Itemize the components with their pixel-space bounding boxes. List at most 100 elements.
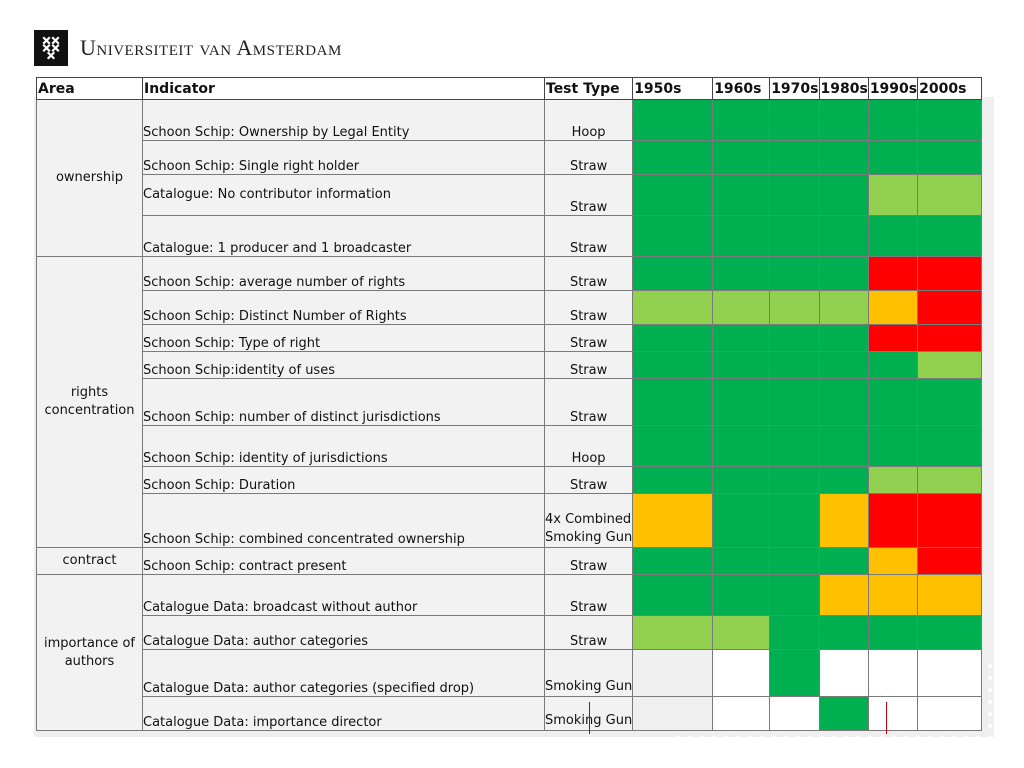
status-cell (818, 140, 869, 175)
status-cell (867, 547, 919, 575)
status-cell (867, 615, 919, 650)
table-row: Catalogue Data: author categories (speci… (37, 649, 983, 697)
status-cell (917, 649, 983, 697)
status-cell (632, 99, 714, 141)
status-cell (632, 493, 714, 548)
status-cell (769, 351, 820, 379)
test-type-cell: Straw (543, 466, 634, 494)
status-cell (769, 324, 820, 352)
status-cell (712, 615, 771, 650)
status-cell (818, 378, 869, 426)
red-marker-line (886, 702, 887, 734)
status-cell (632, 466, 714, 494)
university-name: Universiteit van Amsterdam (80, 35, 342, 60)
indicator-cell: Schoon Schip: contract present (142, 547, 545, 575)
status-cell (769, 99, 820, 141)
indicator-cell: Schoon Schip: identity of jurisdictions (142, 425, 545, 467)
status-cell (867, 425, 919, 467)
status-cell (818, 290, 869, 325)
status-cell (917, 290, 983, 325)
status-cell (769, 425, 820, 467)
status-cell (632, 215, 714, 257)
status-cell (867, 256, 919, 291)
status-cell (818, 256, 869, 291)
test-type-cell: Straw (543, 378, 634, 426)
area-cell: ownership (36, 99, 143, 257)
status-cell (769, 215, 820, 257)
test-type-cell: Smoking Gun (543, 649, 634, 697)
table-row: Schoon Schip:identity of uses Straw (37, 351, 983, 379)
status-cell (632, 696, 714, 731)
test-type-cell: Hoop (543, 425, 634, 467)
indicator-cell: Catalogue Data: author categories (speci… (142, 649, 545, 697)
status-cell (818, 99, 869, 141)
status-cell (769, 696, 820, 731)
status-cell (818, 425, 869, 467)
indicator-cell: Schoon Schip: Ownership by Legal Entity (142, 99, 545, 141)
indicator-cell: Catalogue Data: broadcast without author (142, 574, 545, 616)
test-type-cell: Straw (543, 140, 634, 175)
test-type-cell: Straw (543, 351, 634, 379)
indicator-cell: Catalogue: No contributor information (142, 174, 545, 216)
table-row: Schoon Schip: Single right holder Straw (37, 140, 983, 175)
status-cell (712, 696, 771, 731)
test-type-line: Smoking Gun (545, 530, 633, 545)
status-cell (917, 215, 983, 257)
status-cell (712, 493, 771, 548)
status-cell (818, 324, 869, 352)
status-cell (712, 574, 771, 616)
table-row: contract Schoon Schip: contract present … (36, 547, 983, 575)
status-cell (712, 256, 771, 291)
status-cell (712, 324, 771, 352)
status-cell (769, 174, 820, 216)
status-cell (769, 140, 820, 175)
status-cell (917, 378, 983, 426)
header-decade: 1980s (818, 77, 869, 100)
status-cell (867, 466, 919, 494)
area-cell: contract (36, 547, 143, 575)
status-cell (867, 140, 919, 175)
test-type-cell: Straw (543, 256, 634, 291)
status-cell (867, 351, 919, 379)
header-decade: 1970s (769, 77, 820, 100)
status-cell (818, 696, 869, 731)
status-cell (632, 378, 714, 426)
indicator-cell: Schoon Schip: number of distinct jurisdi… (142, 378, 545, 426)
test-type-cell: Straw (543, 174, 634, 216)
status-cell (917, 324, 983, 352)
table-row: Schoon Schip: Duration Straw (37, 466, 983, 494)
status-cell (818, 351, 869, 379)
status-cell (867, 493, 919, 548)
status-cell (818, 615, 869, 650)
status-cell (632, 649, 714, 697)
status-cell (769, 378, 820, 426)
status-cell (632, 290, 714, 325)
status-cell (917, 574, 983, 616)
status-cell (712, 378, 771, 426)
status-cell (818, 649, 869, 697)
table-row: Catalogue Data: author categories Straw (37, 615, 983, 650)
table-row: ownership Schoon Schip: Ownership by Leg… (36, 99, 983, 257)
status-cell (818, 215, 869, 257)
status-cell (769, 649, 820, 697)
brand-header: Universiteit van Amsterdam (34, 30, 342, 66)
status-cell (917, 99, 983, 141)
uva-crest-icon (34, 30, 68, 66)
status-cell (917, 493, 983, 548)
red-marker-line (589, 702, 590, 734)
status-cell (917, 615, 983, 650)
status-cell (917, 256, 983, 291)
indicator-cell: Catalogue: 1 producer and 1 broadcaster (142, 215, 545, 257)
status-cell (769, 256, 820, 291)
header-test-type: Test Type (543, 77, 634, 100)
indicator-cell: Schoon Schip: average number of rights (142, 256, 545, 291)
table-row: Schoon Schip: number of distinct jurisdi… (37, 378, 983, 426)
header-indicator: Indicator (142, 77, 545, 100)
status-cell (818, 493, 869, 548)
status-cell (917, 466, 983, 494)
status-cell (712, 547, 771, 575)
status-cell (712, 649, 771, 697)
indicator-cell: Schoon Schip:identity of uses (142, 351, 545, 379)
status-cell (632, 425, 714, 467)
status-cell (712, 215, 771, 257)
